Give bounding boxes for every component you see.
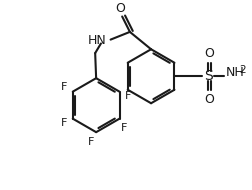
Text: HN: HN bbox=[88, 34, 106, 47]
Text: O: O bbox=[203, 93, 213, 106]
Text: O: O bbox=[115, 2, 125, 15]
Text: F: F bbox=[121, 123, 127, 133]
Text: F: F bbox=[88, 137, 94, 147]
Text: F: F bbox=[61, 119, 67, 128]
Text: NH: NH bbox=[225, 66, 243, 79]
Text: F: F bbox=[61, 82, 67, 92]
Text: F: F bbox=[124, 92, 131, 101]
Text: O: O bbox=[203, 47, 213, 60]
Text: 2: 2 bbox=[238, 66, 245, 75]
Text: S: S bbox=[203, 69, 212, 83]
